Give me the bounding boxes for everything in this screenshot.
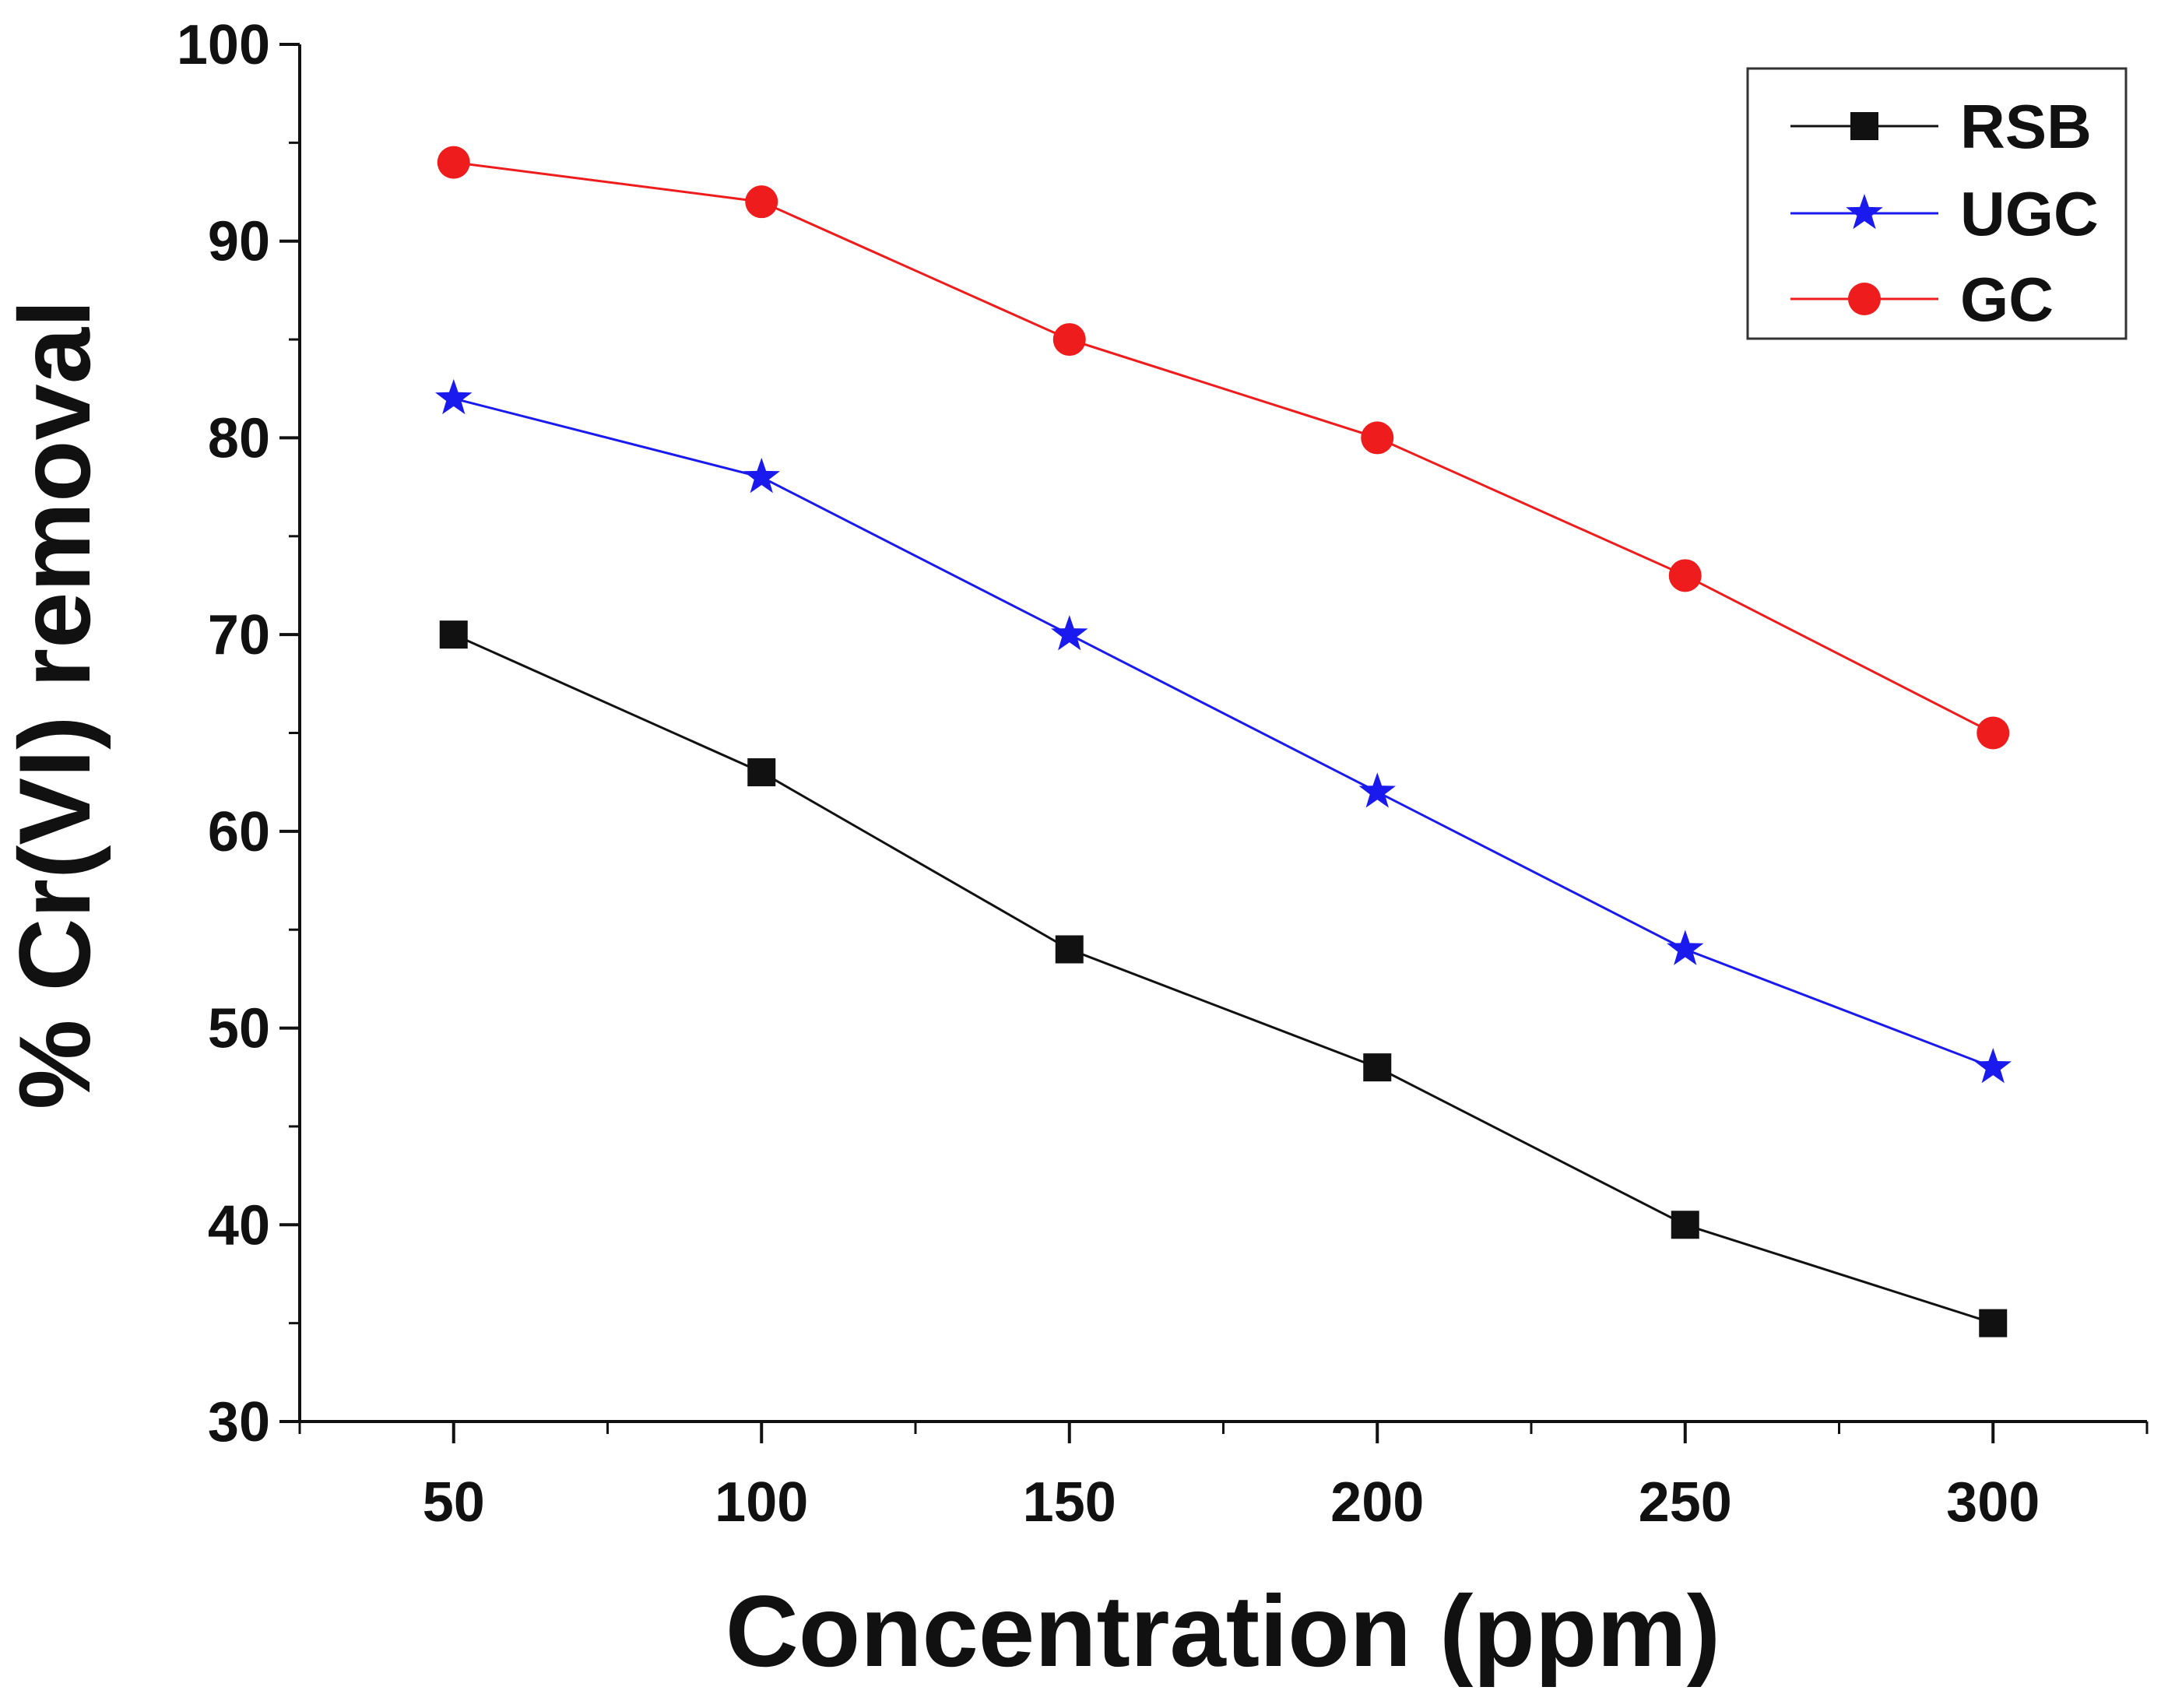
data-point-rsb — [747, 758, 776, 787]
x-tick-label: 100 — [715, 1471, 808, 1534]
data-point-gc — [1052, 323, 1086, 357]
y-ticks: 30 40 50 60 70 80 90 100 — [177, 14, 300, 1453]
legend-label-ugc: UGC — [1960, 179, 2099, 248]
y-tick-label: 80 — [208, 407, 270, 469]
legend-label-gc: GC — [1960, 265, 2054, 334]
x-tick-label: 200 — [1330, 1471, 1424, 1534]
x-tick-label: 250 — [1639, 1471, 1732, 1534]
data-point-ugc — [1358, 772, 1396, 808]
y-tick-label: 90 — [208, 211, 270, 273]
x-tick-label: 300 — [1946, 1471, 2040, 1534]
series-line-rsb — [453, 633, 1994, 1325]
y-tick-label: 40 — [208, 1194, 270, 1256]
data-point-rsb — [1671, 1211, 1699, 1239]
data-point-rsb — [439, 620, 468, 649]
y-tick-label: 70 — [208, 604, 270, 666]
legend-box — [1746, 67, 2128, 340]
y-tick-label: 50 — [208, 998, 270, 1060]
series-lines — [435, 146, 2012, 1337]
x-tick-label: 150 — [1023, 1471, 1116, 1534]
y-axis-title: % Cr(VI) removal — [0, 300, 111, 1109]
data-point-ugc — [435, 378, 473, 415]
legend-marker-gc — [1848, 283, 1881, 315]
x-ticks: 50 100 150 200 250 300 — [298, 1422, 2149, 1534]
legend-marker-rsb — [1850, 112, 1878, 140]
series-line-gc — [453, 161, 1994, 734]
series-line-ugc — [453, 397, 1994, 1069]
y-tick-label: 60 — [208, 801, 270, 863]
data-point-rsb — [1979, 1309, 2008, 1337]
data-point-ugc — [743, 458, 780, 494]
data-point-gc — [1361, 421, 1394, 455]
data-point-ugc — [1051, 615, 1088, 651]
legend-label-rsb: RSB — [1960, 92, 2092, 161]
data-point-rsb — [1363, 1053, 1392, 1082]
data-point-ugc — [1974, 1048, 2012, 1084]
y-tick-label: 100 — [177, 14, 270, 76]
data-point-gc — [1977, 716, 2010, 750]
data-point-gc — [745, 185, 778, 219]
legend-marker-ugc — [1846, 194, 1883, 230]
x-axis-title: Concentration (ppm) — [726, 1574, 1720, 1688]
data-point-gc — [437, 146, 470, 179]
x-tick-label: 50 — [423, 1471, 485, 1534]
legend: RSB UGC GC — [1746, 67, 2128, 340]
data-point-rsb — [1055, 935, 1084, 964]
data-point-gc — [1668, 559, 1702, 592]
data-point-ugc — [1667, 930, 1704, 965]
y-tick-label: 30 — [208, 1391, 270, 1453]
